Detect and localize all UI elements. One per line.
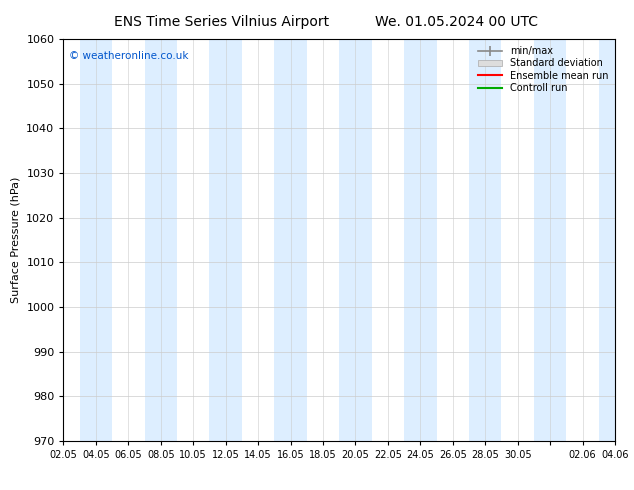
Text: We. 01.05.2024 00 UTC: We. 01.05.2024 00 UTC	[375, 15, 538, 29]
Bar	[80, 39, 112, 441]
Text: © weatheronline.co.uk: © weatheronline.co.uk	[69, 51, 188, 61]
Text: ENS Time Series Vilnius Airport: ENS Time Series Vilnius Airport	[114, 15, 330, 29]
Bar	[469, 39, 501, 441]
Bar	[534, 39, 566, 441]
Bar	[145, 39, 177, 441]
Y-axis label: Surface Pressure (hPa): Surface Pressure (hPa)	[11, 177, 21, 303]
Bar	[404, 39, 437, 441]
Bar	[275, 39, 307, 441]
Bar	[339, 39, 372, 441]
Bar	[209, 39, 242, 441]
Legend: min/max, Standard deviation, Ensemble mean run, Controll run: min/max, Standard deviation, Ensemble me…	[474, 42, 612, 97]
Bar	[598, 39, 631, 441]
